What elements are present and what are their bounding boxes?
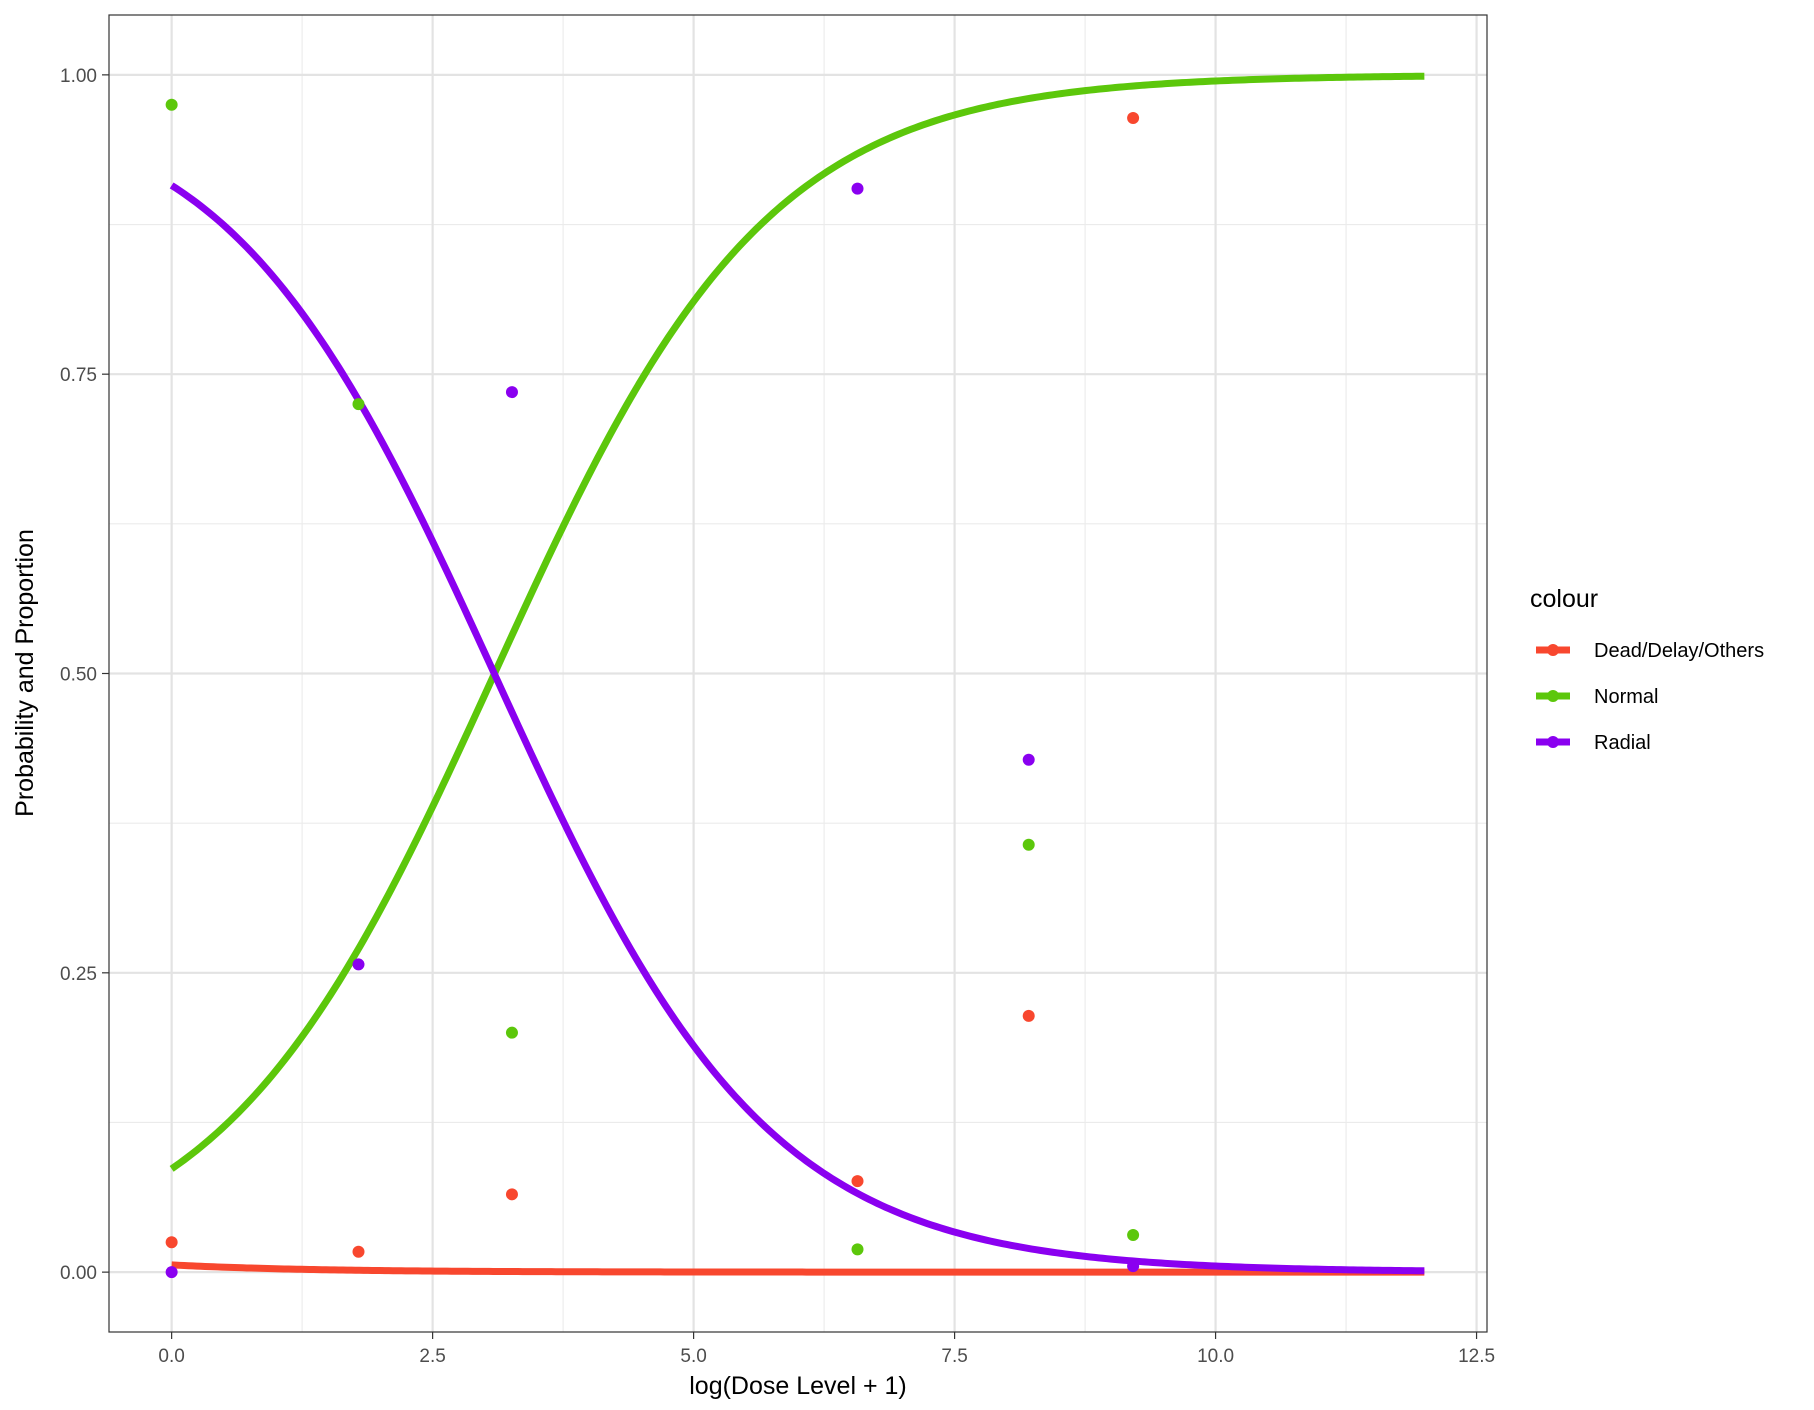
x-tick-label: 2.5 (419, 1346, 445, 1367)
legend-key-point (1547, 690, 1559, 702)
point-radial (1127, 1260, 1140, 1273)
y-axis-title: Probability and Proportion (11, 529, 39, 817)
point-normal (1022, 838, 1035, 851)
legend: colour Dead/Delay/Others Normal Radial (1530, 585, 1764, 754)
y-tick-label: 0.25 (60, 964, 97, 985)
fitted-curves (169, 72, 1425, 1276)
point-dead-delay-others (1022, 1009, 1035, 1022)
x-tick-label: 5.0 (680, 1346, 706, 1367)
x-axis-title: log(Dose Level + 1) (689, 1372, 906, 1400)
grid (109, 15, 1487, 1332)
point-dead-delay-others (505, 1188, 518, 1201)
y-tick-label: 1.00 (60, 66, 97, 87)
x-tick-label: 10.0 (1197, 1346, 1234, 1367)
legend-title: colour (1530, 585, 1598, 613)
point-radial (1022, 753, 1035, 766)
x-tick-label: 0.0 (158, 1346, 184, 1367)
legend-key-point (1547, 644, 1559, 656)
point-normal (352, 398, 365, 411)
legend-label-normal: Normal (1594, 686, 1658, 708)
x-tick-label: 7.5 (941, 1346, 967, 1367)
point-normal (851, 1243, 864, 1256)
point-radial (851, 182, 864, 195)
legend-key-dead-delay-others (1536, 644, 1570, 656)
legend-label-dead: Dead/Delay/Others (1594, 640, 1764, 662)
y-tick-label: 0.75 (60, 365, 97, 386)
legend-key-point (1547, 736, 1559, 748)
legend-key-normal (1536, 690, 1570, 702)
legend-label-radial: Radial (1594, 732, 1651, 754)
point-dead-delay-others (851, 1175, 864, 1188)
x-tick-label: 12.5 (1458, 1346, 1495, 1367)
y-tick-label: 0.00 (60, 1263, 97, 1284)
point-radial (352, 958, 365, 971)
curve-dead-delay-others (171, 1261, 1425, 1276)
point-dead-delay-others (1127, 111, 1140, 124)
observed-points (165, 98, 1140, 1279)
point-radial (165, 1266, 178, 1279)
legend-keys (1536, 644, 1570, 748)
point-dead-delay-others (165, 1236, 178, 1249)
point-dead-delay-others (352, 1245, 365, 1258)
axis-ticks: 0.0 2.5 5.0 7.5 10.0 12.5 0.00 0.25 0.50 0.75 1.00 (60, 66, 1495, 1367)
curve-normal (169, 72, 1425, 1172)
point-normal (505, 1026, 518, 1039)
point-radial (505, 386, 518, 399)
legend-key-radial (1536, 736, 1570, 748)
y-tick-label: 0.50 (60, 665, 97, 686)
point-normal (165, 98, 178, 111)
curve-radial (169, 182, 1425, 1275)
point-normal (1127, 1229, 1140, 1242)
